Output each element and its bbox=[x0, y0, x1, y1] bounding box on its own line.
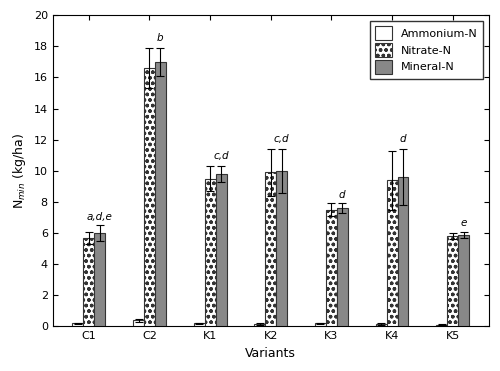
Text: c,d: c,d bbox=[213, 151, 229, 161]
Bar bbox=[376, 324, 386, 326]
Bar bbox=[155, 62, 166, 326]
Text: a,d,e: a,d,e bbox=[87, 212, 112, 222]
Bar bbox=[72, 324, 84, 326]
Bar bbox=[326, 210, 337, 326]
Text: e: e bbox=[460, 219, 467, 229]
Bar bbox=[194, 324, 204, 326]
Bar bbox=[276, 171, 287, 326]
X-axis label: Variants: Variants bbox=[246, 347, 296, 360]
Bar bbox=[398, 177, 408, 326]
Bar bbox=[133, 320, 144, 326]
Bar bbox=[204, 178, 216, 326]
Bar bbox=[84, 238, 94, 326]
Bar bbox=[94, 233, 105, 326]
Bar bbox=[337, 208, 348, 326]
Text: d: d bbox=[400, 134, 406, 144]
Bar bbox=[144, 68, 155, 326]
Bar bbox=[266, 173, 276, 326]
Bar bbox=[458, 234, 469, 326]
Legend: Ammonium-N, Nitrate-N, Mineral-N: Ammonium-N, Nitrate-N, Mineral-N bbox=[370, 21, 484, 79]
Text: c,d: c,d bbox=[274, 134, 289, 144]
Text: b: b bbox=[157, 33, 164, 43]
Bar bbox=[315, 324, 326, 326]
Bar bbox=[447, 236, 458, 326]
Bar bbox=[254, 324, 266, 326]
Bar bbox=[216, 174, 226, 326]
Y-axis label: N$_{min}$ (kg/ha): N$_{min}$ (kg/ha) bbox=[11, 133, 28, 209]
Bar bbox=[386, 180, 398, 326]
Text: d: d bbox=[339, 190, 345, 200]
Bar bbox=[436, 325, 447, 326]
